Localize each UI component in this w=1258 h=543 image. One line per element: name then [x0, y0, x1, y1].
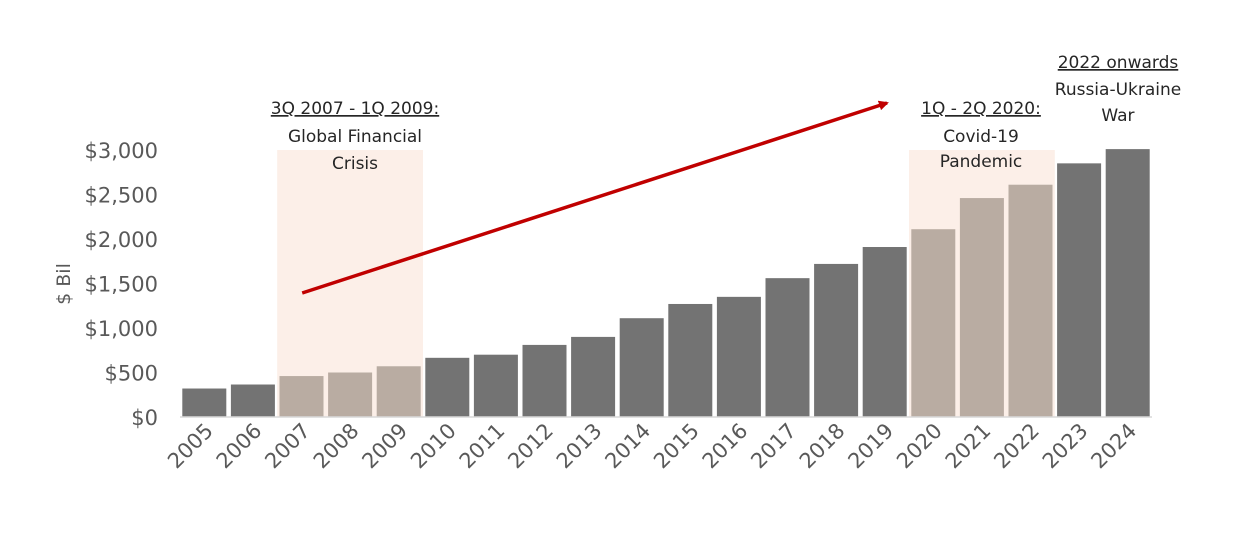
- bar-2022: [1008, 184, 1053, 417]
- bar-2013: [571, 336, 616, 417]
- bar-2017: [765, 278, 810, 417]
- bar-2018: [814, 263, 859, 417]
- annotation-covid-line-2: Pandemic: [940, 152, 1023, 172]
- x-tick-label: 2011: [455, 419, 510, 474]
- x-tick-label: 2006: [212, 419, 267, 474]
- x-tick-label: 2019: [843, 419, 898, 474]
- annotation-war-heading: 2022 onwards: [1058, 53, 1179, 73]
- annotation-war-line-1: Russia-Ukraine: [1055, 80, 1181, 100]
- bar-2010: [425, 357, 470, 417]
- x-axis-ticks: 2005200620072008200920102011201220132014…: [163, 419, 1141, 474]
- annotation-war-line-2: War: [1101, 106, 1134, 126]
- bar-2009: [376, 366, 421, 417]
- y-tick-label: $2,500: [85, 184, 158, 208]
- bar-2016: [716, 296, 761, 417]
- bar-2015: [668, 303, 713, 417]
- x-tick-label: 2010: [406, 419, 461, 474]
- x-tick-label: 2015: [649, 419, 704, 474]
- bar-2020: [911, 229, 956, 417]
- bar-2019: [862, 247, 907, 417]
- x-tick-label: 2021: [941, 419, 996, 474]
- x-tick-label: 2014: [600, 419, 655, 474]
- x-tick-label: 2017: [746, 419, 801, 474]
- annotation-covid: 1Q - 2Q 2020: Covid-19 Pandemic: [921, 99, 1041, 172]
- y-tick-label: $2,000: [85, 228, 158, 252]
- bar-2024: [1105, 149, 1150, 418]
- x-tick-label: 2007: [260, 419, 315, 474]
- bars: [182, 149, 1150, 418]
- x-tick-label: 2024: [1086, 419, 1141, 474]
- x-tick-label: 2023: [1038, 419, 1093, 474]
- y-axis-ticks: $0 $500 $1,000 $1,500 $2,000 $2,500 $3,000: [85, 139, 158, 430]
- annotation-covid-line-1: Covid-19: [943, 127, 1019, 147]
- bar-2005: [182, 388, 227, 417]
- annotation-gfc: 3Q 2007 - 1Q 2009: Global Financial Cris…: [271, 99, 439, 174]
- x-tick-label: 2013: [552, 419, 607, 474]
- bar-2006: [230, 384, 275, 417]
- x-tick-label: 2005: [163, 419, 218, 474]
- bar-2008: [328, 372, 373, 417]
- x-tick-label: 2012: [503, 419, 558, 474]
- y-tick-label: $500: [105, 362, 158, 386]
- y-tick-label: $1,500: [85, 273, 158, 297]
- bar-2021: [959, 198, 1004, 417]
- annotation-gfc-line-2: Crisis: [332, 154, 378, 174]
- annotation-covid-heading: 1Q - 2Q 2020:: [921, 99, 1041, 119]
- x-tick-label: 2018: [795, 419, 850, 474]
- bar-2011: [473, 354, 518, 417]
- bar-2007: [279, 376, 324, 417]
- trend-arrow: [301, 100, 889, 295]
- bar-2014: [619, 318, 664, 417]
- x-tick-label: 2009: [357, 419, 412, 474]
- annotation-gfc-heading: 3Q 2007 - 1Q 2009:: [271, 99, 439, 119]
- y-tick-label: $3,000: [85, 139, 158, 163]
- x-tick-label: 2008: [309, 419, 364, 474]
- annotation-war: 2022 onwards Russia-Ukraine War: [1055, 53, 1181, 126]
- y-tick-label: $0: [131, 406, 158, 430]
- x-tick-label: 2020: [892, 419, 947, 474]
- x-tick-label: 2022: [989, 419, 1044, 474]
- x-tick-label: 2016: [698, 419, 753, 474]
- bar-2012: [522, 344, 567, 417]
- bar-2023: [1057, 163, 1102, 417]
- y-axis-label: $ Bil: [53, 263, 75, 305]
- annotation-gfc-line-1: Global Financial: [288, 127, 422, 147]
- y-tick-label: $1,000: [85, 317, 158, 341]
